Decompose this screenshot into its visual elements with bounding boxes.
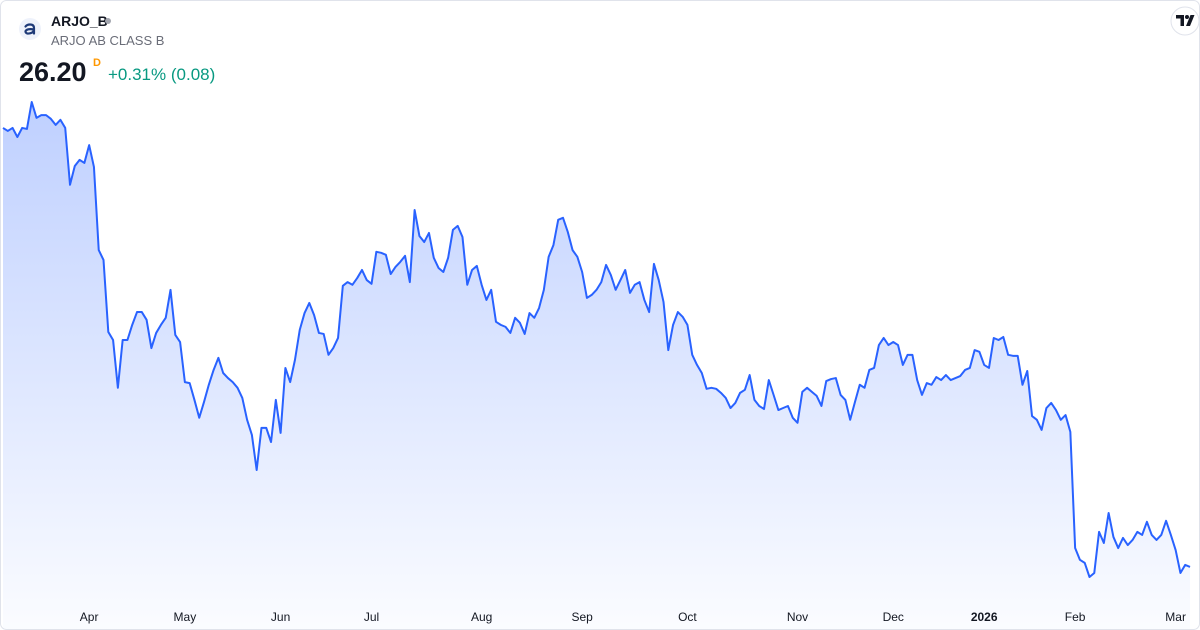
symbol-logo <box>19 18 41 40</box>
x-tick-label: Oct <box>678 610 697 624</box>
x-tick-label: Aug <box>471 610 492 624</box>
x-tick-label: Apr <box>80 610 99 624</box>
logo-glyph <box>24 23 36 35</box>
x-tick-label: Jun <box>271 610 290 624</box>
tradingview-logo <box>1170 6 1200 36</box>
change: +0.31% (0.08) <box>108 65 215 84</box>
x-tick-label: Dec <box>883 610 904 624</box>
interval: D <box>93 57 101 69</box>
x-tick-label: Jul <box>364 610 379 624</box>
x-tick-label: Sep <box>571 610 593 624</box>
symbol: ARJO_B <box>51 13 108 29</box>
x-tick-label: Mar <box>1165 610 1186 624</box>
x-tick-label: Nov <box>787 610 808 624</box>
logo-part <box>1176 15 1184 26</box>
area-fill <box>3 102 1190 629</box>
price: 26.20 <box>19 57 87 87</box>
x-tick-label: Feb <box>1065 610 1086 624</box>
status-dot <box>105 18 111 24</box>
description: ARJO AB CLASS B <box>51 33 164 48</box>
logo-part <box>1185 15 1189 19</box>
logo-badge <box>1170 6 1200 36</box>
plot-area <box>2 101 1191 629</box>
x-tick-label: 2026 <box>971 610 998 624</box>
price-line <box>2 101 1191 578</box>
x-tick-label: May <box>174 610 197 624</box>
logo-part <box>1186 15 1195 26</box>
